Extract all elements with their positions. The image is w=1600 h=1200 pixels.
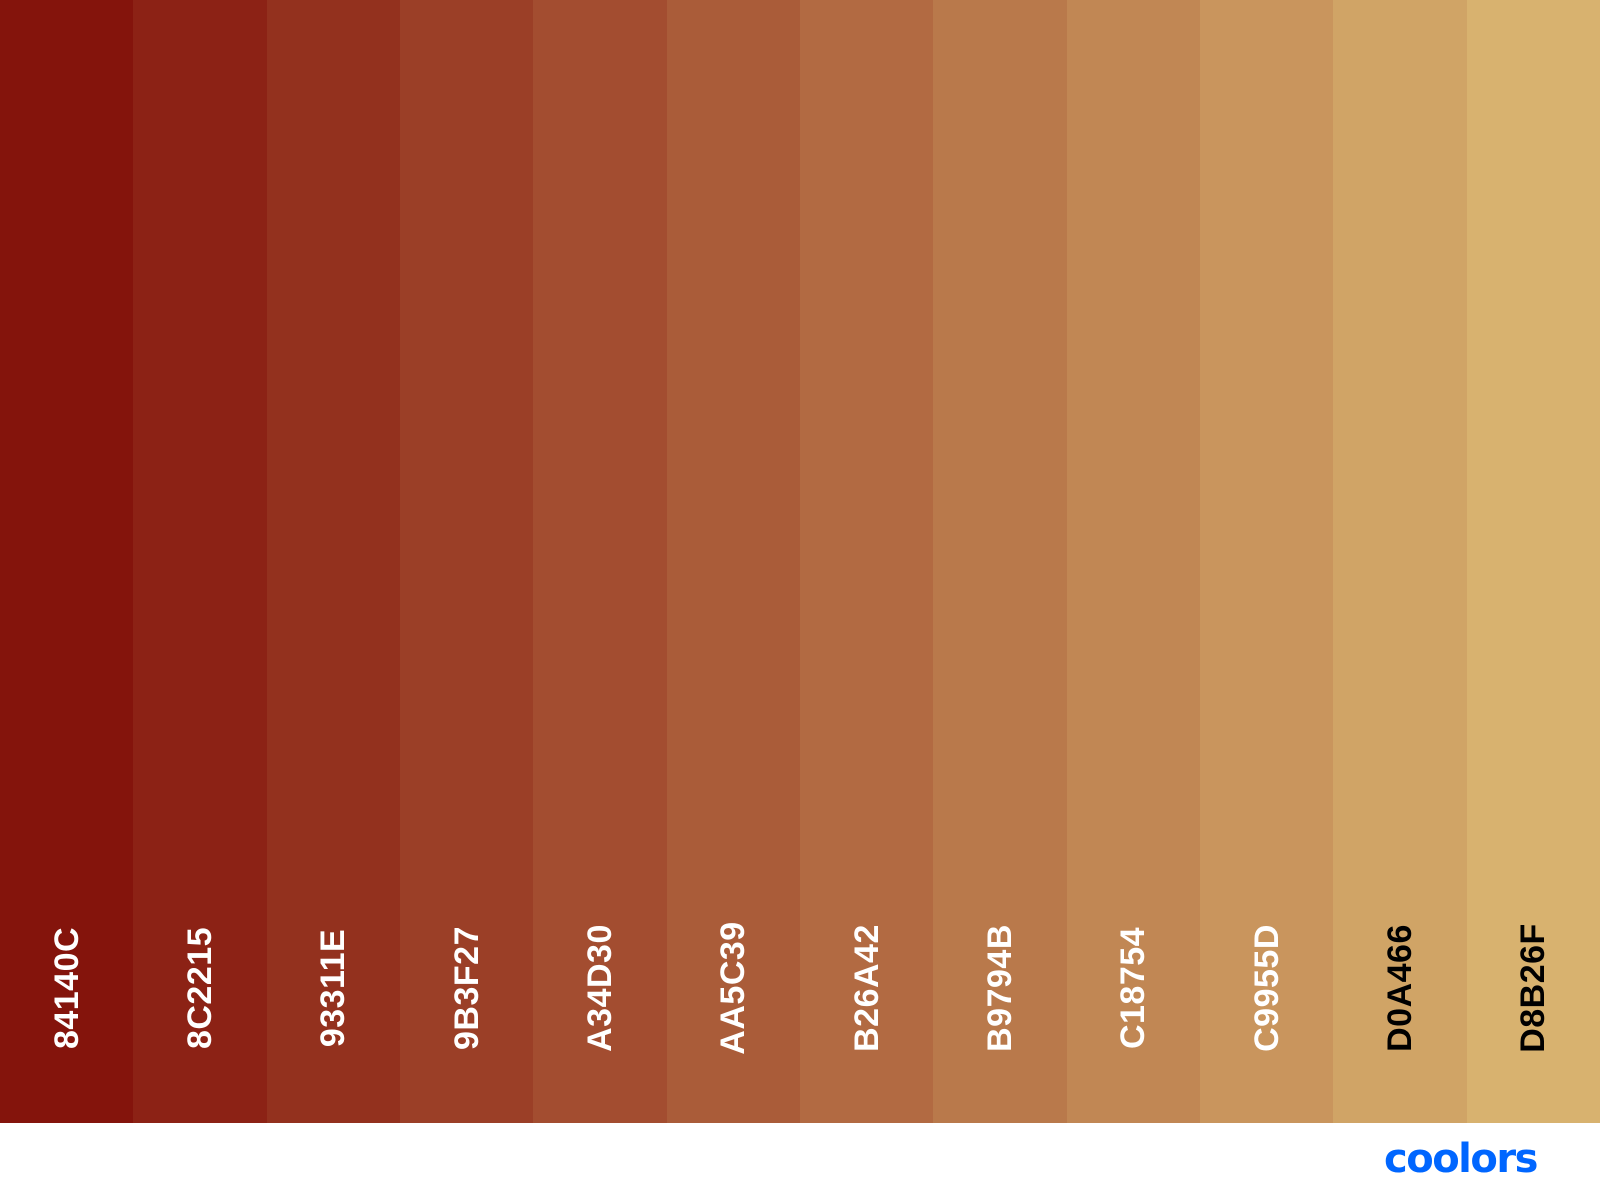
swatch-hex-label[interactable]: B26A42 xyxy=(847,924,886,1052)
swatch-hex-label[interactable]: B9794B xyxy=(980,924,1019,1052)
color-swatch[interactable]: B26A42 xyxy=(799,0,934,1123)
swatch-hex-label[interactable]: C9955D xyxy=(1247,924,1286,1052)
swatch-hex-label[interactable]: 93311E xyxy=(314,928,353,1048)
footer: coolors xyxy=(0,1123,1600,1200)
color-swatch[interactable]: AA5C39 xyxy=(666,0,800,1123)
color-swatch[interactable]: 8C2215 xyxy=(133,0,267,1123)
swatch-hex-label[interactable]: D8B26F xyxy=(1514,923,1553,1053)
swatch-hex-label[interactable]: A34D30 xyxy=(580,924,619,1052)
color-swatch[interactable]: C9955D xyxy=(1199,0,1334,1123)
swatch-hex-label[interactable]: AA5C39 xyxy=(714,921,753,1055)
color-swatch[interactable]: 9B3F27 xyxy=(399,0,534,1123)
swatch-hex-label[interactable]: C18754 xyxy=(1114,926,1153,1050)
swatch-hex-label[interactable]: 84140C xyxy=(47,926,86,1050)
swatch-hex-label[interactable]: 9B3F27 xyxy=(447,926,486,1050)
color-swatch[interactable]: C18754 xyxy=(1066,0,1200,1123)
coolors-logo-link[interactable]: coolors xyxy=(1384,1133,1564,1189)
color-swatch[interactable]: A34D30 xyxy=(533,0,667,1123)
color-swatch[interactable]: D8B26F xyxy=(1466,0,1600,1123)
color-swatch[interactable]: B9794B xyxy=(933,0,1067,1123)
color-swatch[interactable]: 84140C xyxy=(0,0,134,1123)
swatch-hex-label[interactable]: D0A466 xyxy=(1380,924,1419,1052)
swatch-hex-label[interactable]: 8C2215 xyxy=(180,926,219,1050)
color-palette: 84140C 8C2215 93311E 9B3F27 A34D30 AA5C3… xyxy=(0,0,1600,1123)
coolors-logo: coolors xyxy=(1384,1141,1538,1181)
svg-text:coolors: coolors xyxy=(1384,1141,1537,1181)
color-swatch[interactable]: 93311E xyxy=(266,0,400,1123)
color-swatch[interactable]: D0A466 xyxy=(1333,0,1467,1123)
